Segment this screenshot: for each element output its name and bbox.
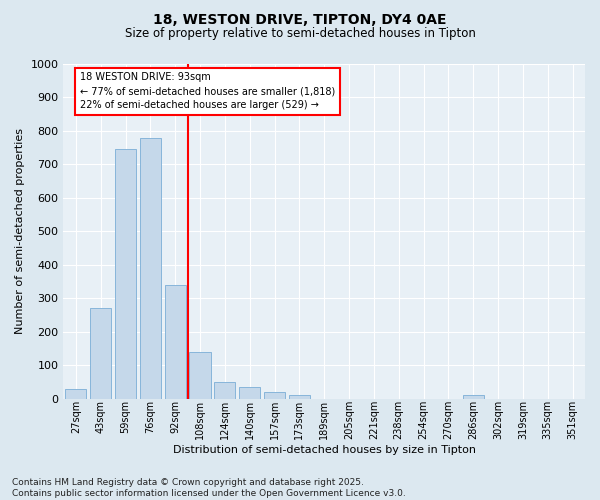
Bar	[90, 308, 111, 398]
Bar	[115, 150, 136, 398]
Bar	[463, 396, 484, 398]
Bar	[214, 382, 235, 398]
X-axis label: Distribution of semi-detached houses by size in Tipton: Distribution of semi-detached houses by …	[173, 445, 476, 455]
Text: Size of property relative to semi-detached houses in Tipton: Size of property relative to semi-detach…	[125, 28, 475, 40]
Bar	[239, 387, 260, 398]
Text: 18, WESTON DRIVE, TIPTON, DY4 0AE: 18, WESTON DRIVE, TIPTON, DY4 0AE	[153, 12, 447, 26]
Bar	[140, 138, 161, 398]
Bar	[164, 285, 186, 399]
Text: 18 WESTON DRIVE: 93sqm
← 77% of semi-detached houses are smaller (1,818)
22% of : 18 WESTON DRIVE: 93sqm ← 77% of semi-det…	[80, 72, 335, 110]
Text: Contains HM Land Registry data © Crown copyright and database right 2025.
Contai: Contains HM Land Registry data © Crown c…	[12, 478, 406, 498]
Y-axis label: Number of semi-detached properties: Number of semi-detached properties	[15, 128, 25, 334]
Bar	[264, 392, 285, 398]
Bar	[289, 396, 310, 398]
Bar	[65, 390, 86, 398]
Bar	[190, 352, 211, 399]
